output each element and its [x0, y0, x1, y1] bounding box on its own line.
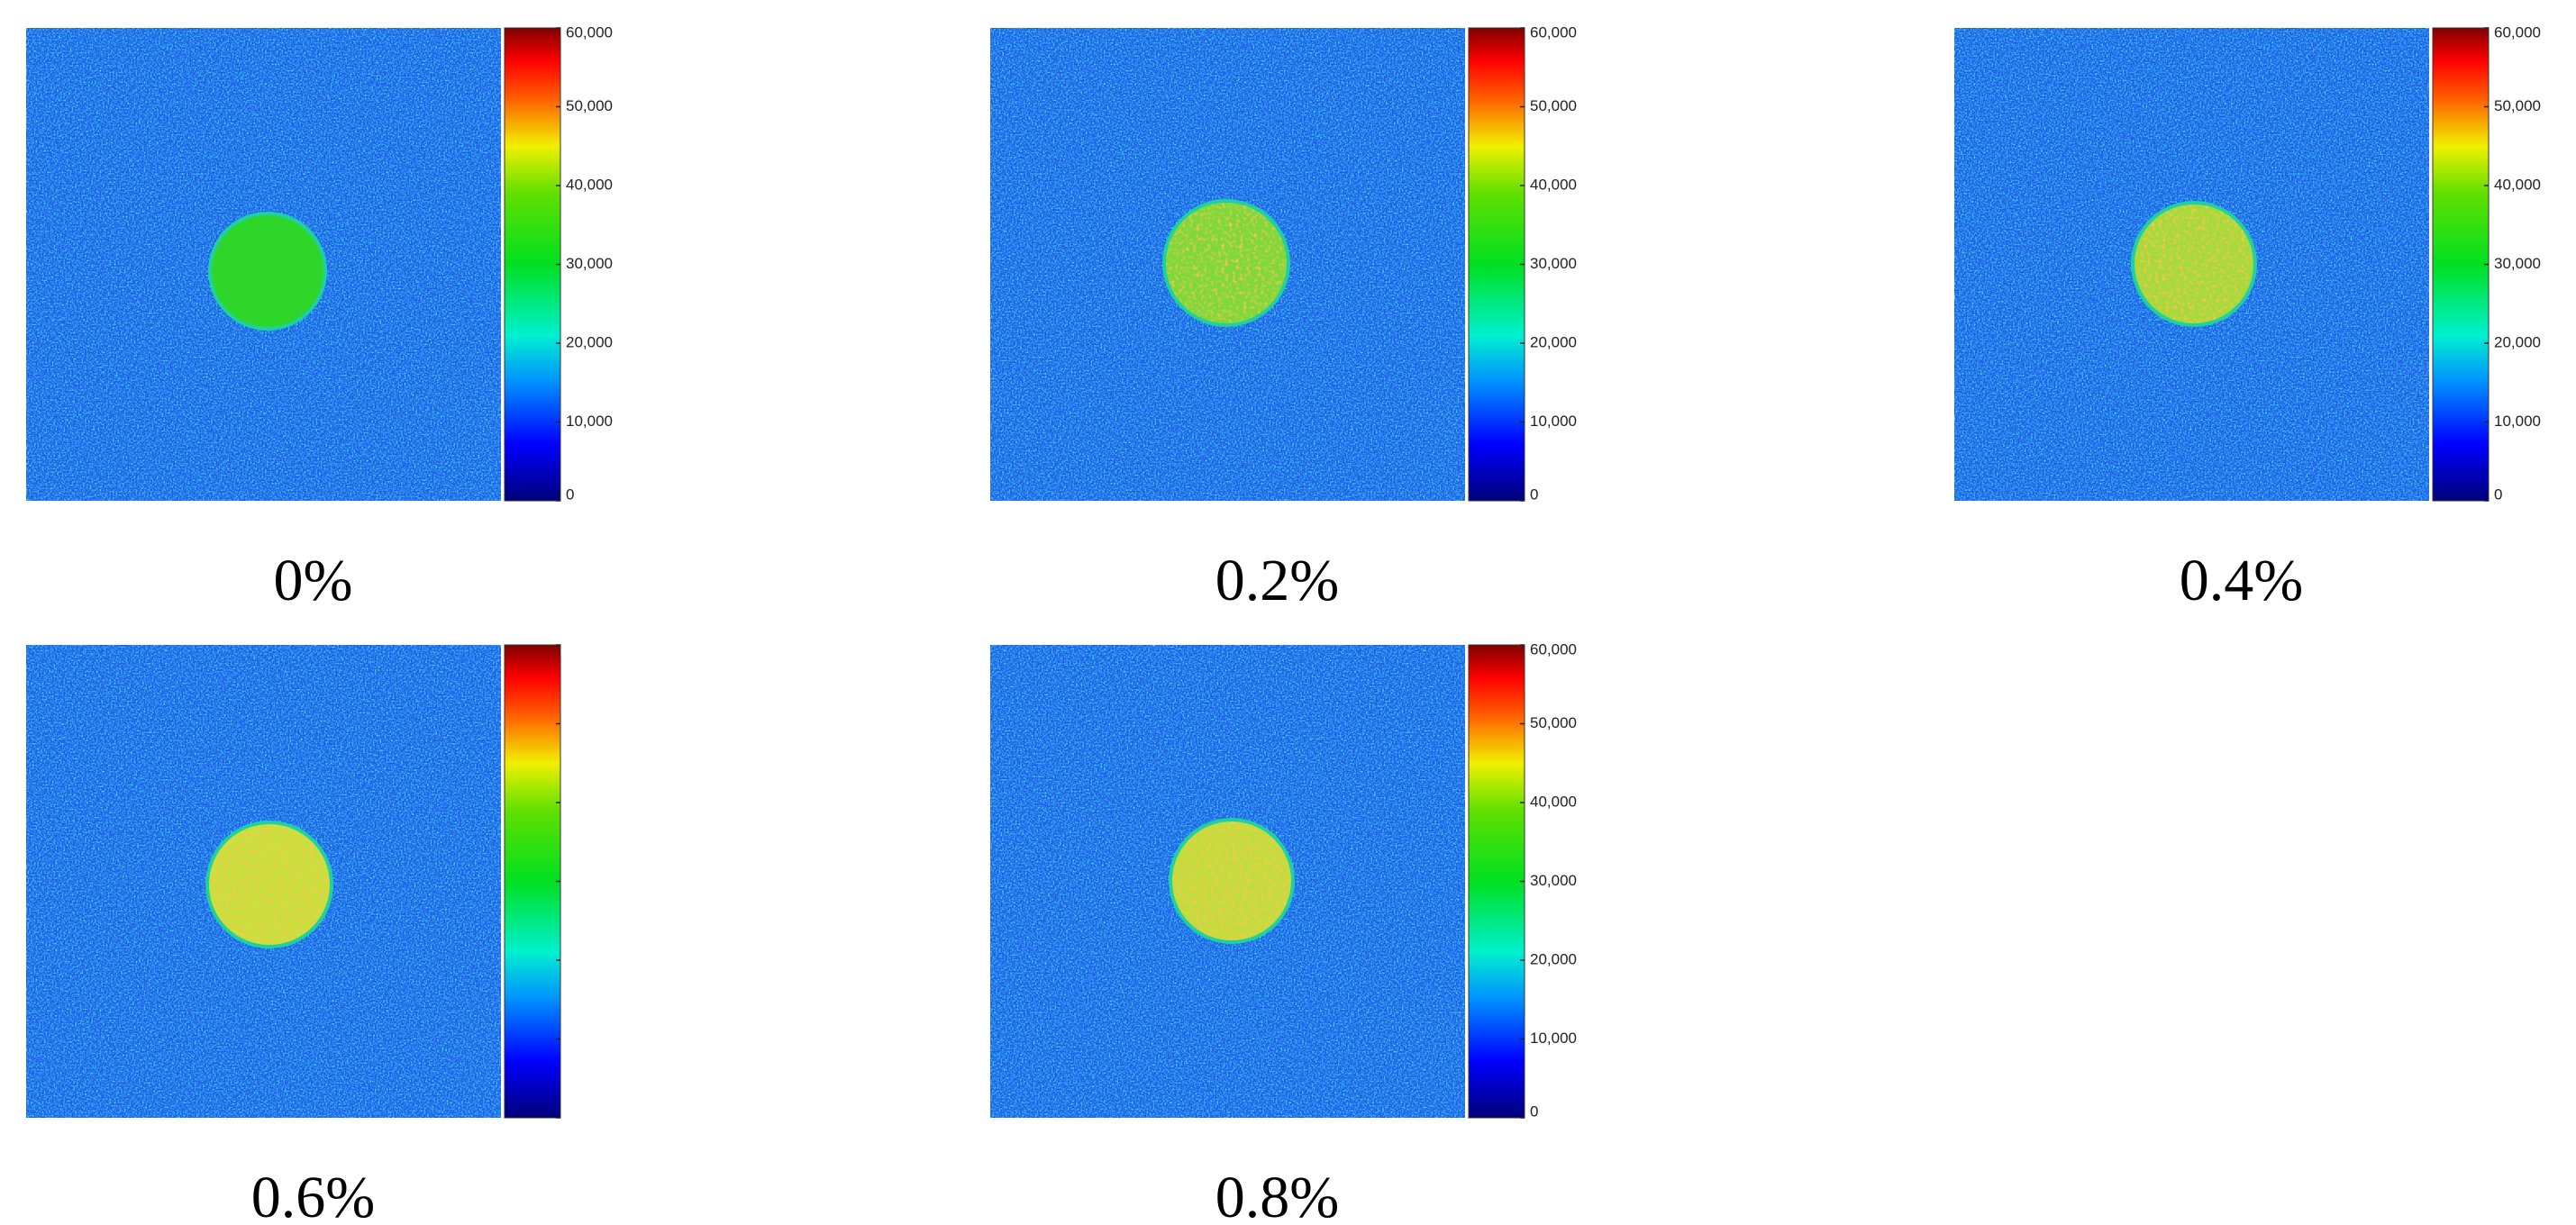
colorbar [1468, 27, 1525, 502]
spot-noise [2135, 204, 2253, 323]
colorbar-tick-label: 20,000 [1530, 333, 1577, 350]
image [26, 645, 501, 1118]
colorbar-tick-label: 50,000 [1530, 714, 1577, 731]
spot-noise [1166, 203, 1287, 323]
panel: 0 10,000 20,000 30,000 40,000 50,000 60,000 0.2… [990, 23, 1577, 613]
panel-label: 0.4% [2180, 548, 2303, 613]
colorbar [1468, 644, 1525, 1119]
panel: 0 10,000 20,000 30,000 40,000 50,000 60,000 0% [26, 23, 613, 613]
panel: 0 10,000 20,000 30,000 40,000 50,000 60,000 0.8… [990, 640, 1577, 1225]
colorbar-tick-label: 0 [1530, 485, 1538, 503]
colorbar-tick-label: 10,000 [2494, 413, 2541, 430]
colorbar-tick-label: 40,000 [1530, 793, 1577, 810]
colorbar-tick-label: 50,000 [2494, 97, 2541, 114]
colorbar-tick-label: 10,000 [1530, 1030, 1577, 1047]
colorbar-tick-label: 10,000 [566, 413, 613, 430]
panel: 0 10,000 20,000 30,000 40,000 50,000 60,000 0.4… [1954, 23, 2541, 613]
colorbar [2432, 27, 2490, 502]
image [1954, 28, 2429, 501]
colorbar-tick-label: 60,000 [1530, 23, 1577, 41]
colorbar-tick-label: 40,000 [1530, 176, 1577, 193]
colorbar-tick-label: 60,000 [566, 23, 613, 41]
spot [212, 215, 323, 327]
colorbar-tick-label: 30,000 [1530, 872, 1577, 889]
colorbar-tick-label: 0 [2494, 485, 2502, 503]
colorbar-tick-label: 40,000 [566, 176, 613, 193]
colorbar-tick-label: 20,000 [2494, 333, 2541, 350]
colorbar-tick-label: 30,000 [2494, 255, 2541, 272]
spot-noise [1172, 821, 1291, 940]
image [990, 28, 1465, 501]
image [26, 28, 501, 501]
panel-label: 0.8% [1215, 1165, 1339, 1225]
colorbar-tick-label: 60,000 [1530, 640, 1577, 658]
colorbar-tick-label: 20,000 [1530, 950, 1577, 967]
colorbar-tick-label: 30,000 [1530, 255, 1577, 272]
panel-label: 0% [274, 548, 353, 613]
colorbar-tick-label: 0 [1530, 1102, 1538, 1120]
colorbar-tick-label: 50,000 [566, 97, 613, 114]
colorbar-tick-label: 0 [566, 485, 574, 503]
colorbar-tick-label: 40,000 [2494, 176, 2541, 193]
spot-noise [209, 824, 330, 945]
image [990, 645, 1465, 1118]
colorbar-tick-label: 30,000 [566, 255, 613, 272]
panel-label: 0.2% [1215, 548, 1339, 613]
panel-label: 0.6% [251, 1165, 375, 1225]
colorbar [504, 644, 561, 1119]
colorbar [504, 27, 561, 502]
colorbar-tick-label: 50,000 [1530, 97, 1577, 114]
colorbar-tick-label: 20,000 [566, 333, 613, 350]
colorbar-tick-label: 10,000 [1530, 413, 1577, 430]
panel: 0.6% [26, 644, 561, 1225]
colorbar-tick-label: 60,000 [2494, 23, 2541, 41]
